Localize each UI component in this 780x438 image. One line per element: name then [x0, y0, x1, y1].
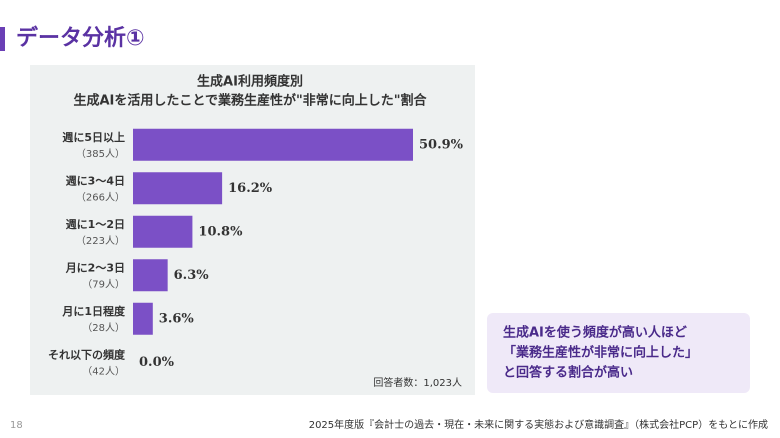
category-note: （42人） — [82, 365, 125, 377]
value-label: 50.9% — [419, 137, 464, 152]
category-label: 週に3〜4日 — [66, 173, 125, 187]
bar — [133, 128, 413, 161]
category-note: （79人） — [82, 278, 125, 290]
value-label: 0.0% — [139, 355, 175, 370]
category-label: 週に1〜2日 — [66, 217, 125, 231]
category-note: （385人） — [76, 148, 125, 160]
chart-title: 生成AIを活用したことで業務生産性が"非常に向上した"割合 — [73, 93, 427, 109]
value-label: 10.8% — [198, 224, 243, 239]
chart-note: 回答者数：1,023人 — [373, 376, 462, 389]
value-label: 16.2% — [228, 181, 273, 196]
category-label: 週に5日以上 — [62, 130, 125, 144]
callout-text: と回答する割合が高い — [503, 365, 633, 381]
bar — [133, 302, 153, 335]
bar — [133, 172, 223, 205]
category-label: 月に1日程度 — [61, 304, 126, 318]
value-label: 3.6% — [159, 311, 195, 326]
callout-box — [487, 313, 750, 393]
category-label: 月に2〜3日 — [65, 261, 125, 274]
category-note: （223人） — [76, 235, 125, 247]
header-title: データ分析① — [16, 25, 145, 51]
value-label: 6.3% — [174, 268, 210, 283]
chart-panel — [30, 65, 475, 395]
bar — [133, 259, 168, 292]
bar — [133, 215, 193, 248]
category-note: （28人） — [82, 322, 125, 334]
source-note: 2025年度版『会計士の過去・現在・未来に関する実態および意識調査』（株式会社P… — [309, 418, 768, 431]
category-note: （266人） — [76, 191, 125, 203]
callout-text: 生成AIを使う頻度が高い人ほど — [503, 325, 687, 341]
callout-text: 「業務生産性が非常に向上した」 — [503, 345, 698, 361]
category-label: それ以下の頻度 — [48, 347, 126, 361]
page-number: 18 — [10, 420, 23, 431]
chart-title: 生成AI利用頻度別 — [197, 74, 303, 90]
header-accent — [0, 27, 5, 51]
